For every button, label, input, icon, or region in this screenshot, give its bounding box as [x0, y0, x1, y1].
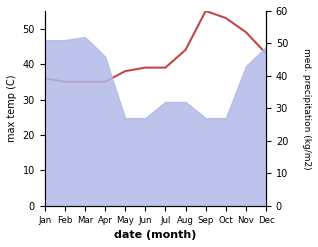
- Y-axis label: med. precipitation (kg/m2): med. precipitation (kg/m2): [302, 48, 311, 169]
- Y-axis label: max temp (C): max temp (C): [7, 75, 17, 142]
- X-axis label: date (month): date (month): [114, 230, 197, 240]
